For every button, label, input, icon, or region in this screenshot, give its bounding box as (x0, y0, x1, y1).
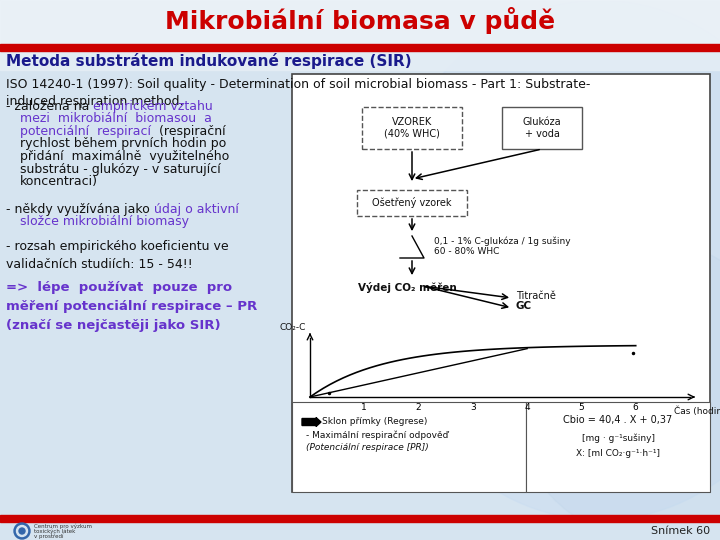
Text: - někdy využívána jako: - někdy využívána jako (6, 202, 154, 215)
Text: přidání  maximálně  využitelného: přidání maximálně využitelného (20, 150, 229, 163)
Text: toxických látek: toxických látek (34, 528, 76, 534)
Text: 3: 3 (470, 403, 476, 412)
Text: Glukóza
+ voda: Glukóza + voda (523, 117, 562, 139)
Circle shape (14, 523, 30, 539)
Text: 2: 2 (415, 403, 421, 412)
Bar (292, 74, 710, 492)
Bar (357, 190, 467, 216)
Text: Snímek 60: Snímek 60 (651, 526, 710, 536)
Bar (0, 515, 720, 522)
Text: X: [ml CO₂·g⁻¹·h⁻¹]: X: [ml CO₂·g⁻¹·h⁻¹] (576, 449, 660, 458)
Text: (Potenciální respirace [PR]): (Potenciální respirace [PR]) (306, 443, 428, 453)
Text: Cbio = 40,4 . X + 0,37: Cbio = 40,4 . X + 0,37 (563, 415, 672, 425)
Text: koncentraci): koncentraci) (20, 175, 98, 188)
Text: Mikrobiální biomasa v půdě: Mikrobiální biomasa v půdě (165, 8, 555, 35)
Text: =>  lépe  používat  pouze  pro
měření potenciální respirace – PR
(značí se nejča: => lépe používat pouze pro měření potenc… (6, 281, 257, 332)
Text: mezi  mikrobiální  biomasou  a: mezi mikrobiální biomasou a (20, 112, 212, 125)
Bar (292, 402, 526, 492)
Text: 4: 4 (524, 403, 530, 412)
Bar (502, 107, 582, 149)
Text: potenciální  respirací: potenciální respirací (20, 125, 151, 138)
Text: - Maximální respirační odpověď: - Maximální respirační odpověď (306, 430, 449, 440)
FancyArrow shape (302, 417, 321, 427)
Text: v prostředí: v prostředí (34, 534, 63, 539)
Text: Sklon přímky (Regrese): Sklon přímky (Regrese) (322, 416, 428, 426)
Text: (respirační: (respirační (151, 125, 225, 138)
Bar (0, 51, 720, 70)
Text: GC: GC (516, 301, 532, 311)
Text: CO₂-C: CO₂-C (279, 323, 306, 333)
Text: Centrum pro výzkum: Centrum pro výzkum (34, 523, 92, 529)
Ellipse shape (510, 240, 720, 540)
Text: [mg · g⁻¹sušiny]: [mg · g⁻¹sušiny] (582, 433, 654, 443)
Text: Titračně: Titračně (516, 291, 556, 301)
Text: Čas (hodiny): Čas (hodiny) (673, 405, 720, 415)
Text: - založena na: - založena na (6, 100, 94, 113)
Text: Výdej CO₂ měřen: Výdej CO₂ měřen (358, 282, 456, 293)
Bar (0, 0, 720, 44)
Ellipse shape (375, 0, 720, 520)
Text: rychlost během prvních hodin po: rychlost během prvních hodin po (20, 138, 226, 151)
Text: údaj o aktivní: údaj o aktivní (154, 202, 238, 215)
Bar (526, 402, 710, 492)
Text: VZOREK
(40% WHC): VZOREK (40% WHC) (384, 117, 440, 139)
Text: 0,1 - 1% C-glukóza / 1g sušiny
60 - 80% WHC: 0,1 - 1% C-glukóza / 1g sušiny 60 - 80% … (434, 236, 571, 256)
Text: 6: 6 (633, 403, 639, 412)
Bar (362, 107, 462, 149)
Text: - rozsah empirického koeficientu ve
validačních studiích: 15 - 54!!: - rozsah empirického koeficientu ve vali… (6, 240, 229, 271)
Text: Metoda substrátem indukované respirace (SIR): Metoda substrátem indukované respirace (… (6, 53, 412, 69)
Bar (0, 522, 720, 540)
Circle shape (17, 525, 27, 537)
Circle shape (19, 528, 25, 534)
Text: Ošetřený vzorek: Ošetřený vzorek (372, 198, 451, 208)
Text: 5: 5 (579, 403, 585, 412)
Bar (0, 44, 720, 51)
Text: empirickém vztahu: empirickém vztahu (94, 100, 213, 113)
Text: ISO 14240-1 (1997): Soil quality - Determination of soil microbial biomass - Par: ISO 14240-1 (1997): Soil quality - Deter… (6, 78, 590, 109)
Text: složce mikrobiální biomasy: složce mikrobiální biomasy (20, 215, 189, 228)
Text: 1: 1 (361, 403, 367, 412)
Text: substrátu - glukózy - v saturující: substrátu - glukózy - v saturující (20, 163, 221, 176)
